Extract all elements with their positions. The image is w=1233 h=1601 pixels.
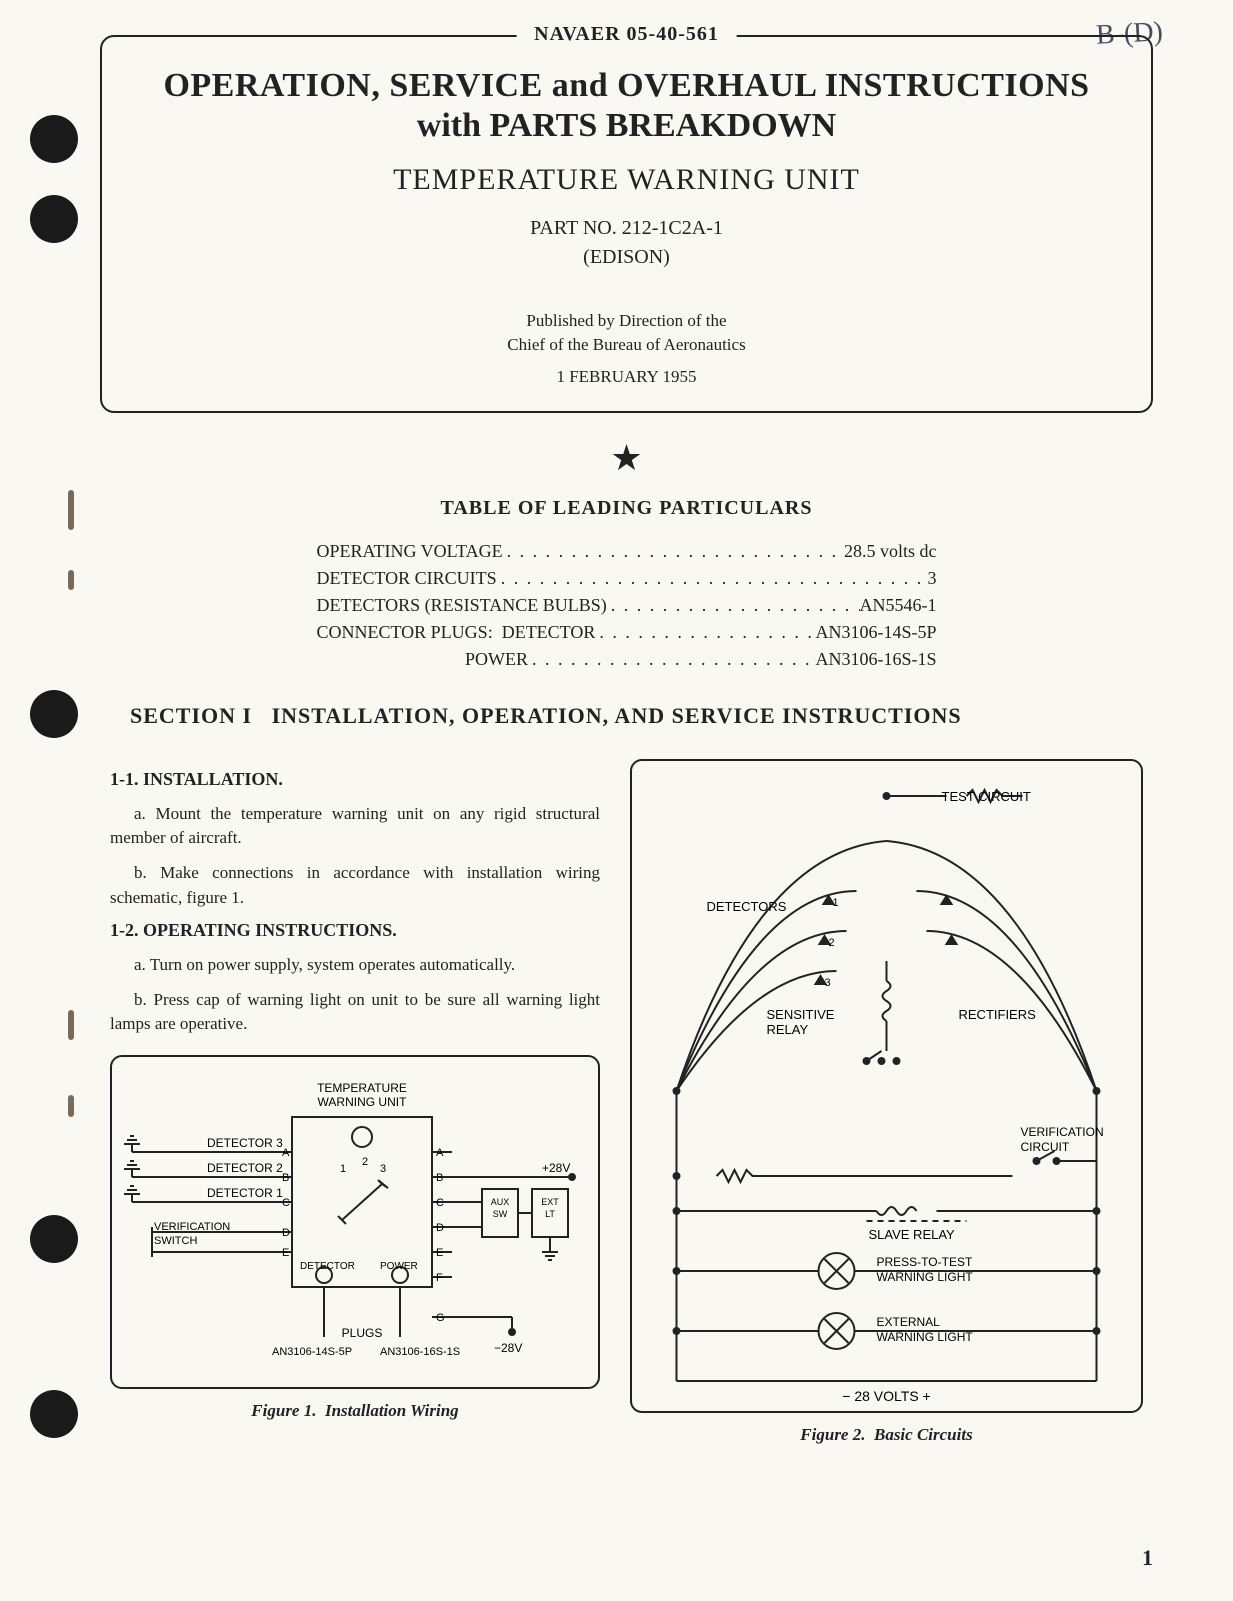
page-number: 1 — [1142, 1545, 1153, 1571]
svg-text:EXTERNAL: EXTERNAL — [877, 1315, 941, 1329]
svg-text:3: 3 — [825, 977, 831, 989]
svg-text:C: C — [436, 1197, 444, 1209]
svg-text:G: G — [436, 1312, 445, 1324]
svg-text:CIRCUIT: CIRCUIT — [1021, 1140, 1070, 1154]
figure-1-box: TEMPERATURE WARNING UNIT 1 2 3 DETECTOR … — [110, 1055, 600, 1389]
binding-tear — [68, 570, 74, 590]
unit-title: TEMPERATURE WARNING UNIT — [122, 163, 1131, 197]
svg-text:RELAY: RELAY — [767, 1022, 809, 1037]
star-divider: ★ — [100, 437, 1153, 479]
figure-1-schematic: TEMPERATURE WARNING UNIT 1 2 3 DETECTOR … — [112, 1057, 598, 1387]
svg-text:EXT: EXT — [541, 1197, 559, 1207]
particulars-title: TABLE OF LEADING PARTICULARS — [100, 497, 1153, 520]
title-border-box: NAVAER 05-40-561 OPERATION, SERVICE and … — [100, 35, 1153, 413]
svg-text:2: 2 — [829, 937, 835, 949]
svg-text:DETECTORS: DETECTORS — [707, 899, 787, 914]
punch-hole — [30, 115, 78, 163]
svg-text:3: 3 — [380, 1163, 386, 1175]
published-by-line2: Chief of the Bureau of Aeronautics — [122, 333, 1131, 357]
svg-text:SENSITIVE: SENSITIVE — [767, 1007, 835, 1022]
svg-text:+28V: +28V — [542, 1161, 570, 1175]
svg-text:LT: LT — [545, 1209, 555, 1219]
particulars-row: OPERATING VOLTAGE28.5 volts dc — [317, 538, 937, 565]
part-number: PART NO. 212-1C2A-1 — [122, 217, 1131, 240]
binding-tear — [68, 1010, 74, 1040]
figure-2-caption: Figure 2. Basic Circuits — [630, 1425, 1143, 1445]
svg-text:SW: SW — [493, 1209, 508, 1219]
install-para-b: b. Make connections in accordance with i… — [110, 861, 600, 910]
punch-hole — [30, 690, 78, 738]
figure-2-schematic: TEST CIRCUIT DETECTORS 1 2 3 SENSITIVE R… — [632, 761, 1141, 1411]
operate-para-b: b. Press cap of warning light on unit to… — [110, 988, 600, 1037]
svg-text:A: A — [282, 1147, 290, 1159]
svg-text:DETECTOR 3: DETECTOR 3 — [207, 1136, 283, 1150]
svg-text:E: E — [436, 1247, 443, 1259]
operate-para-a: a. Turn on power supply, system operates… — [110, 953, 600, 978]
svg-text:AUX: AUX — [491, 1197, 510, 1207]
particulars-row: CONNECTOR PLUGS: DETECTORAN3106-14S-5P — [317, 619, 937, 646]
punch-hole — [30, 1215, 78, 1263]
svg-text:D: D — [282, 1227, 290, 1239]
binding-tear — [68, 1095, 74, 1117]
main-title-line2: with PARTS BREAKDOWN — [122, 107, 1131, 145]
fig1-unit-title-1: TEMPERATURE — [317, 1081, 407, 1095]
punch-hole — [30, 1390, 78, 1438]
svg-text:1: 1 — [833, 897, 839, 909]
binding-tear — [68, 490, 74, 530]
svg-text:PRESS-TO-TEST: PRESS-TO-TEST — [877, 1255, 973, 1269]
svg-text:DETECTOR 1: DETECTOR 1 — [207, 1186, 283, 1200]
svg-text:C: C — [282, 1197, 290, 1209]
svg-text:F: F — [436, 1272, 443, 1284]
section-1-title: SECTION I INSTALLATION, OPERATION, AND S… — [130, 703, 1153, 729]
particulars-table: OPERATING VOLTAGE28.5 volts dc DETECTOR … — [317, 538, 937, 673]
svg-text:PLUGS: PLUGS — [342, 1326, 383, 1340]
document-page: B-(D) NAVAER 05-40-561 OPERATION, SERVIC… — [0, 0, 1233, 1601]
svg-text:POWER: POWER — [380, 1261, 418, 1272]
svg-text:WARNING LIGHT: WARNING LIGHT — [877, 1270, 974, 1284]
svg-text:E: E — [282, 1247, 289, 1259]
svg-text:AN3106-16S-1S: AN3106-16S-1S — [380, 1346, 460, 1358]
two-column-layout: 1-1. INSTALLATION. a. Mount the temperat… — [110, 759, 1143, 1445]
svg-text:SWITCH: SWITCH — [154, 1235, 197, 1247]
svg-text:B: B — [282, 1172, 289, 1184]
operating-heading: 1-2. OPERATING INSTRUCTIONS. — [110, 920, 600, 941]
svg-text:D: D — [436, 1222, 444, 1234]
svg-text:VERIFICATION: VERIFICATION — [154, 1221, 230, 1233]
left-column: 1-1. INSTALLATION. a. Mount the temperat… — [110, 759, 600, 1445]
document-number: NAVAER 05-40-561 — [516, 23, 737, 46]
manufacturer: (EDISON) — [122, 246, 1131, 269]
figure-2-box: TEST CIRCUIT DETECTORS 1 2 3 SENSITIVE R… — [630, 759, 1143, 1413]
svg-text:−28V: −28V — [494, 1341, 522, 1355]
fig1-unit-title-2: WARNING UNIT — [318, 1095, 408, 1109]
svg-text:B: B — [436, 1172, 443, 1184]
svg-text:− 28 VOLTS +: − 28 VOLTS + — [842, 1388, 930, 1404]
svg-text:1: 1 — [340, 1163, 346, 1175]
svg-text:WARNING LIGHT: WARNING LIGHT — [877, 1330, 974, 1344]
figure-1-caption: Figure 1. Installation Wiring — [110, 1401, 600, 1421]
install-para-a: a. Mount the temperature warning unit on… — [110, 802, 600, 851]
svg-text:SLAVE RELAY: SLAVE RELAY — [869, 1227, 956, 1242]
published-by-line1: Published by Direction of the — [122, 309, 1131, 333]
punch-hole — [30, 195, 78, 243]
installation-heading: 1-1. INSTALLATION. — [110, 769, 600, 790]
svg-text:A: A — [436, 1147, 444, 1159]
svg-text:DETECTOR: DETECTOR — [300, 1261, 355, 1272]
title-block: OPERATION, SERVICE and OVERHAUL INSTRUCT… — [102, 37, 1151, 411]
svg-text:DETECTOR 2: DETECTOR 2 — [207, 1161, 283, 1175]
right-column: TEST CIRCUIT DETECTORS 1 2 3 SENSITIVE R… — [630, 759, 1143, 1445]
particulars-row: DETECTORS (RESISTANCE BULBS)AN5546-1 — [317, 592, 937, 619]
svg-text:TEST CIRCUIT: TEST CIRCUIT — [942, 789, 1031, 804]
main-title-line1: OPERATION, SERVICE and OVERHAUL INSTRUCT… — [122, 67, 1131, 105]
publication-date: 1 FEBRUARY 1955 — [122, 367, 1131, 387]
particulars-row: POWERAN3106-16S-1S — [317, 646, 937, 673]
particulars-row: DETECTOR CIRCUITS3 — [317, 565, 937, 592]
svg-text:2: 2 — [362, 1156, 368, 1168]
svg-text:AN3106-14S-5P: AN3106-14S-5P — [272, 1346, 352, 1358]
svg-text:VERIFICATION: VERIFICATION — [1021, 1125, 1104, 1139]
svg-text:RECTIFIERS: RECTIFIERS — [959, 1007, 1037, 1022]
